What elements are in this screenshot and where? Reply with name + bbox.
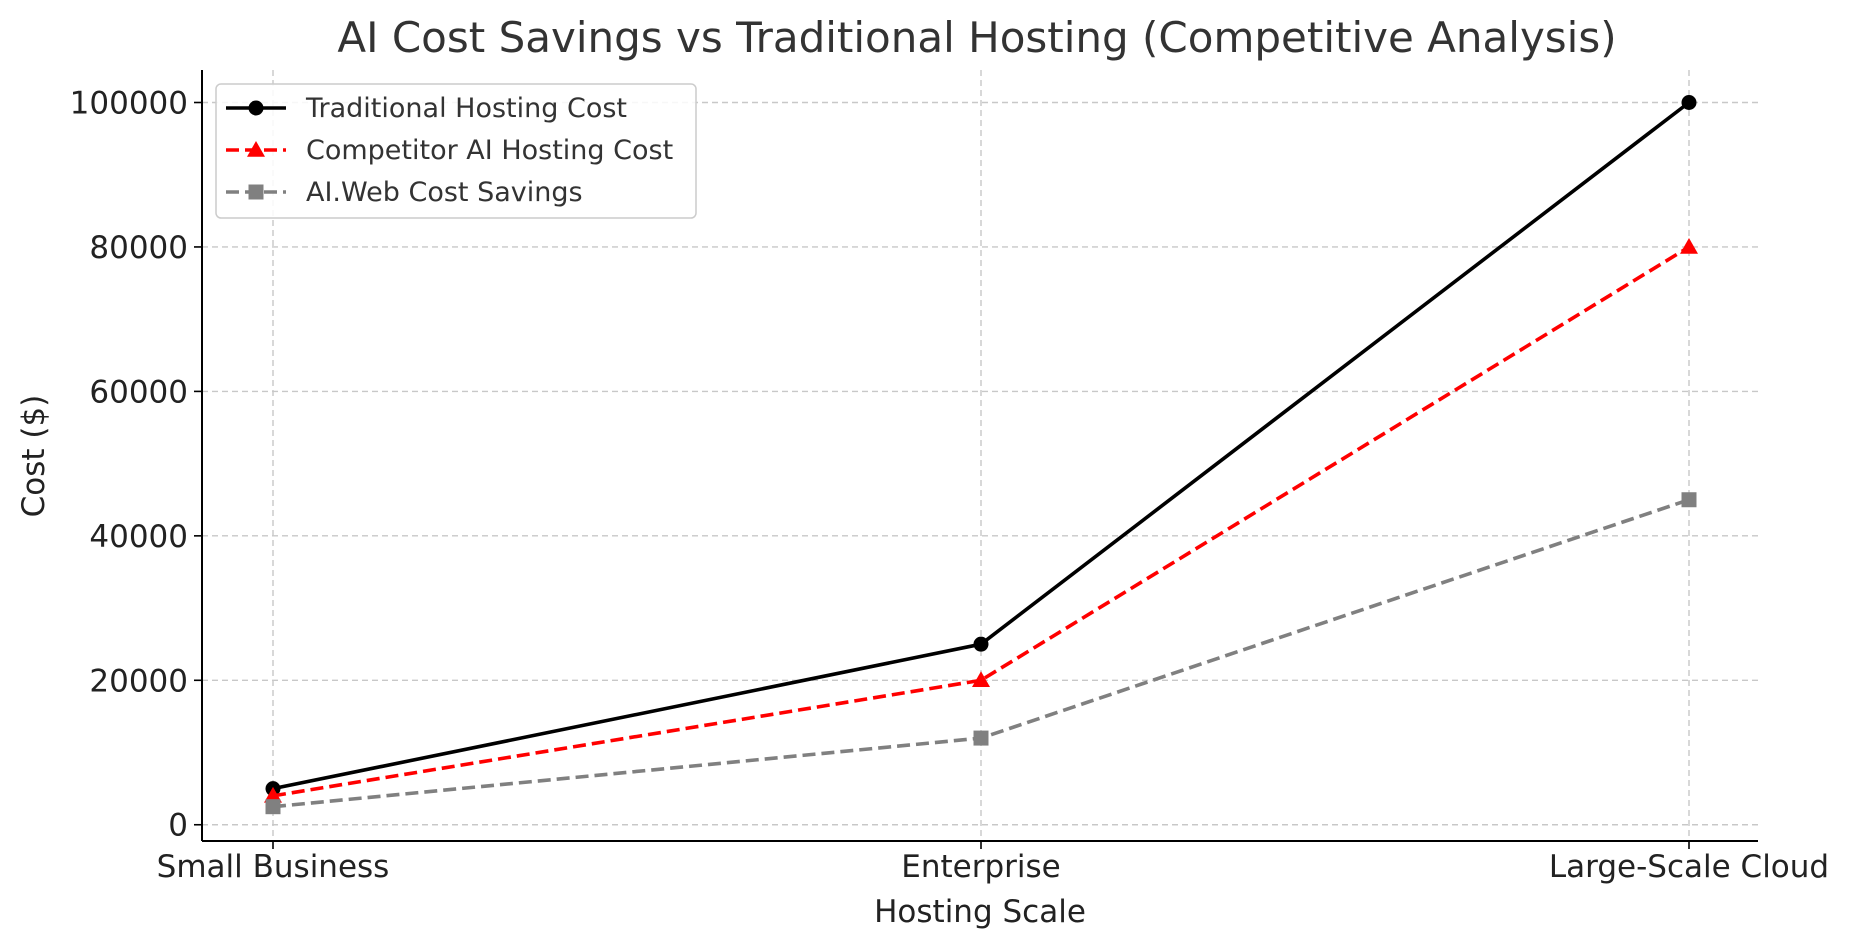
y-axis-label: Cost ($) [16, 395, 52, 518]
legend-entry: Traditional Hosting Cost [226, 93, 627, 124]
y-tick-label: 20000 [89, 663, 188, 699]
data-point [1680, 237, 1698, 254]
series-group [265, 492, 1697, 815]
data-point [972, 671, 990, 688]
grid-lines [202, 70, 1758, 841]
legend-label: Competitor AI Hosting Cost [306, 135, 673, 166]
data-point [1681, 492, 1697, 508]
x-tick-label: Enterprise [901, 849, 1060, 885]
legend-marker [248, 100, 264, 116]
legend: Traditional Hosting Cost Competitor AI Ho… [215, 83, 697, 219]
series-line [272, 245, 1690, 798]
x-tick-label: Small Business [157, 849, 390, 885]
y-tick-label: 80000 [89, 230, 188, 266]
legend-marker [247, 141, 265, 157]
tick-labels: 0 20000 40000 60000 80000 100000 Small Busines… [70, 86, 1829, 885]
data-point [264, 786, 282, 803]
legend-label: Traditional Hosting Cost [305, 93, 627, 124]
data-point [1681, 95, 1697, 111]
y-tick-label: 60000 [89, 374, 188, 410]
data-series [264, 95, 1698, 815]
data-point [973, 730, 989, 746]
x-tick-label: Large-Scale Cloud [1549, 849, 1829, 885]
y-tick-label: 0 [168, 808, 188, 844]
data-point [265, 799, 281, 815]
legend-box [215, 83, 697, 219]
y-tick-label: 100000 [70, 86, 188, 122]
axes [201, 70, 1758, 842]
chart-title: AI Cost Savings vs Traditional Hosting (… [337, 13, 1616, 62]
y-tick-label: 40000 [89, 519, 188, 555]
legend-label: AI.Web Cost Savings [306, 177, 583, 208]
x-axis-label: Hosting Scale [874, 894, 1086, 930]
legend-marker [248, 184, 264, 200]
legend-entry: AI.Web Cost Savings [226, 177, 583, 208]
series-group [264, 237, 1698, 803]
data-point [973, 636, 989, 652]
legend-entry: Competitor AI Hosting Cost [226, 135, 673, 166]
